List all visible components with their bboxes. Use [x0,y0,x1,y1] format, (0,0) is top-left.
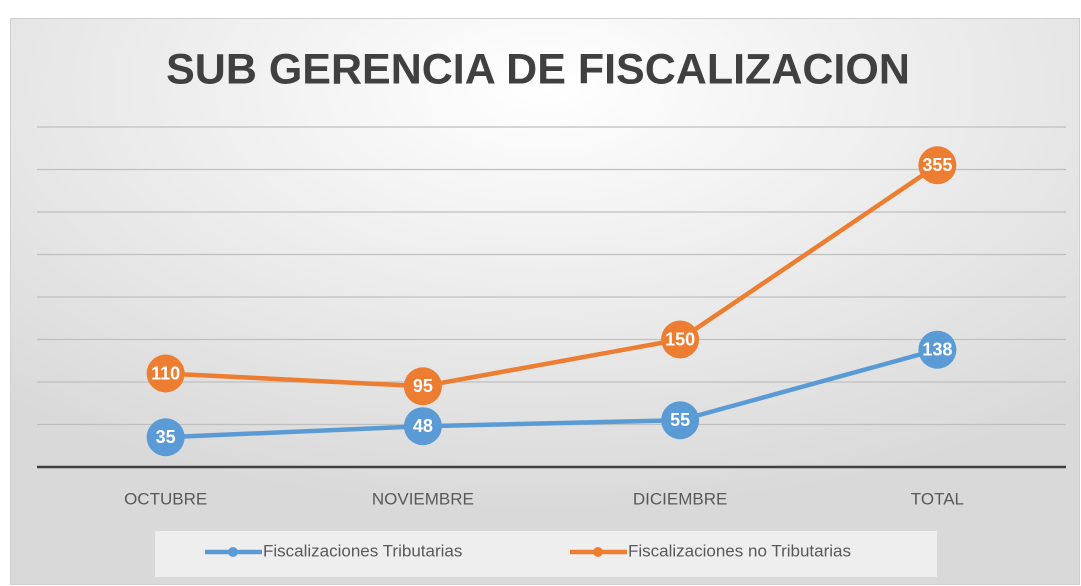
series-line [165,163,939,389]
point-marker [918,330,957,369]
point-marker [403,407,442,446]
point-marker [146,418,185,457]
x-tick-label: NOVIEMBRE [372,489,474,508]
data-label: 110 [151,363,180,383]
legend-label: Fiscalizaciones Tributarias [263,541,462,560]
data-label: 48 [413,416,433,436]
legend-label: Fiscalizaciones no Tributarias [628,541,851,560]
series-line [165,347,938,440]
legend-marker [228,547,238,557]
data-label: 150 [665,329,695,349]
point-marker [661,401,700,440]
data-label: 355 [922,155,952,175]
legend-marker [593,547,603,557]
chart-background [10,18,1080,585]
data-label: 138 [922,339,952,359]
legend-box [155,531,937,577]
data-label: 35 [156,427,176,447]
x-tick-label: OCTUBRE [124,489,207,508]
point-marker [403,367,442,406]
point-marker [146,354,185,393]
point-marker [918,146,957,185]
x-tick-label: TOTAL [911,489,964,508]
x-tick-label: DICIEMBRE [633,489,727,508]
data-label: 95 [413,376,433,396]
data-label: 55 [670,410,690,430]
point-marker [661,320,700,359]
chart-title: SUB GERENCIA DE FISCALIZACION [166,45,910,93]
